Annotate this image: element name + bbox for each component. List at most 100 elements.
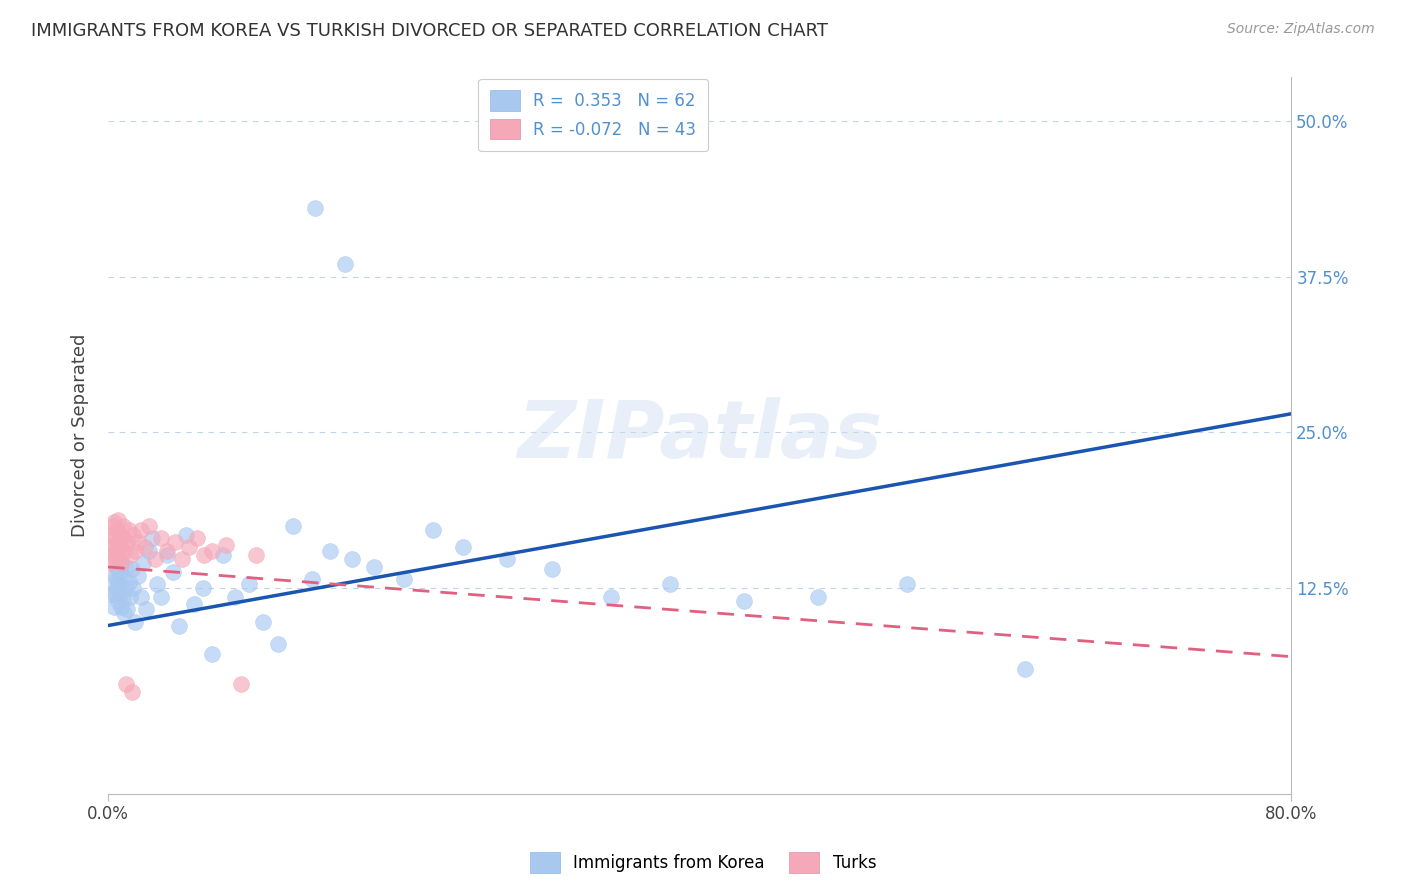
Point (108, 527, 131, 541)
Point (281, 519, 304, 533)
Point (100, 540, 122, 554)
Point (170, 552, 193, 566)
Point (111, 531, 134, 545)
Point (238, 577, 260, 591)
Point (304, 201, 326, 215)
Text: Source: ZipAtlas.com: Source: ZipAtlas.com (1227, 22, 1375, 37)
Point (150, 531, 173, 545)
Point (127, 568, 149, 582)
Point (319, 543, 342, 558)
Point (163, 535, 186, 549)
Point (104, 568, 127, 582)
Point (124, 615, 146, 629)
Point (156, 543, 179, 558)
Point (127, 535, 149, 549)
Point (111, 568, 134, 582)
Point (121, 562, 143, 576)
Point (107, 513, 129, 527)
Point (733, 593, 755, 607)
Point (451, 540, 474, 554)
Point (252, 615, 274, 629)
Point (111, 590, 134, 604)
Point (124, 543, 146, 558)
Point (112, 606, 135, 620)
Legend: R =  0.353   N = 62, R = -0.072   N = 43: R = 0.353 N = 62, R = -0.072 N = 43 (478, 78, 709, 151)
Point (122, 527, 145, 541)
Text: IMMIGRANTS FROM KOREA VS TURKISH DIVORCED OR SEPARATED CORRELATION CHART: IMMIGRANTS FROM KOREA VS TURKISH DIVORCE… (31, 22, 828, 40)
Point (333, 257, 356, 271)
Point (150, 590, 173, 604)
Point (496, 552, 519, 566)
Point (104, 552, 127, 566)
Point (108, 552, 131, 566)
Point (143, 552, 166, 566)
Point (104, 587, 127, 601)
Point (112, 543, 135, 558)
Point (111, 519, 134, 533)
Point (110, 556, 132, 570)
Point (138, 519, 160, 533)
Point (101, 574, 124, 589)
Point (108, 565, 131, 579)
Point (120, 548, 142, 562)
Point (162, 565, 184, 579)
Text: ZIPatlas: ZIPatlas (517, 397, 882, 475)
Point (132, 556, 155, 570)
Point (105, 581, 128, 595)
Point (301, 573, 323, 587)
Point (104, 531, 127, 545)
Legend: Immigrants from Korea, Turks: Immigrants from Korea, Turks (523, 846, 883, 880)
Point (98, 556, 121, 570)
Point (105, 562, 128, 576)
Point (107, 593, 129, 607)
Point (101, 548, 124, 562)
Point (340, 552, 363, 566)
Point (110, 556, 132, 570)
Point (115, 602, 138, 616)
Point (103, 537, 125, 551)
Point (215, 537, 238, 551)
Point (200, 543, 222, 558)
Point (176, 527, 198, 541)
Point (191, 581, 214, 595)
Point (896, 577, 918, 591)
Point (107, 535, 129, 549)
Point (107, 574, 129, 589)
Point (138, 543, 160, 558)
Point (193, 548, 215, 562)
Point (224, 590, 246, 604)
Point (183, 598, 205, 612)
Point (600, 590, 623, 604)
Point (200, 647, 222, 661)
Point (146, 577, 169, 591)
Point (392, 573, 415, 587)
Point (105, 543, 128, 558)
Point (118, 574, 141, 589)
Point (1014, 662, 1036, 676)
Point (540, 562, 562, 576)
Point (156, 548, 179, 562)
Point (141, 531, 163, 545)
Point (110, 599, 132, 614)
Point (122, 581, 145, 595)
Point (267, 637, 290, 651)
Point (134, 540, 156, 554)
Point (659, 577, 682, 591)
Point (129, 523, 152, 537)
Point (212, 548, 235, 562)
Point (105, 523, 128, 537)
Point (114, 677, 136, 691)
Point (422, 523, 444, 537)
Point (114, 560, 136, 574)
Point (101, 519, 124, 533)
Y-axis label: Divorced or Separated: Divorced or Separated (72, 334, 89, 537)
Point (229, 677, 252, 691)
Point (100, 587, 122, 601)
Point (103, 599, 125, 614)
Point (807, 590, 830, 604)
Point (167, 618, 190, 632)
Point (129, 590, 152, 604)
Point (121, 684, 143, 698)
Point (103, 515, 125, 529)
Point (108, 587, 131, 601)
